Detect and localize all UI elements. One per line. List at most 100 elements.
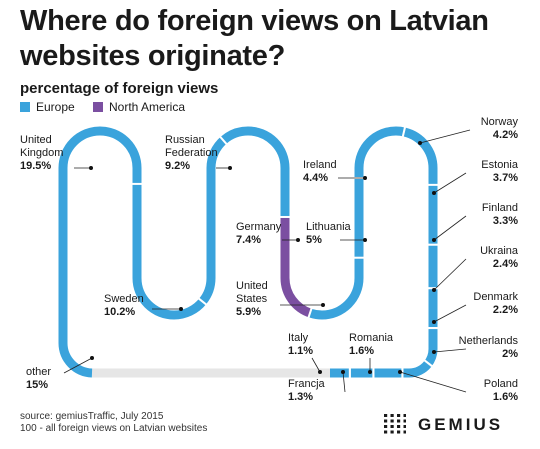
segment-united-kingdom [58, 126, 438, 378]
segment-germany [58, 126, 438, 378]
gemius-dot [403, 430, 406, 434]
label-value-russian-federation: 9.2% [165, 160, 191, 172]
gemius-dot [397, 430, 401, 434]
label-norway: Norway 4.2% [440, 116, 518, 142]
label-name-ireland: Ireland [303, 159, 337, 171]
legend-label-europe: Europe [36, 100, 75, 114]
label-netherlands: Netherlands 2% [440, 335, 518, 361]
segment-norway [58, 126, 438, 378]
chart-subtitle: percentage of foreign views [20, 80, 219, 97]
leader-dot-united-states [321, 303, 325, 307]
segment-separator [307, 306, 313, 319]
label-value-lithuania: 5% [306, 234, 322, 246]
leader-line-italy [311, 357, 321, 373]
leader-line-other [63, 357, 93, 374]
legend-item-north-america: North America [93, 100, 185, 114]
gemius-dot [390, 414, 394, 417]
label-name-denmark: Denmark [473, 291, 518, 303]
gemius-dot [397, 425, 401, 428]
segment-separator [197, 297, 208, 307]
label-name-united-states: United States [236, 280, 268, 305]
gemius-dots-icon [384, 414, 406, 434]
label-value-united-kingdom: 19.5% [20, 160, 52, 172]
leader-dot-other [90, 356, 94, 360]
label-name-francja: Francja [288, 378, 325, 390]
label-ireland: Ireland 4.4% [303, 159, 337, 185]
label-russian-federation: Russian Federation 9.2% [165, 134, 218, 173]
gemius-wordmark: GEMIUS [418, 415, 504, 434]
gemius-dot [390, 425, 394, 428]
leader-dot-united-kingdom [89, 166, 93, 170]
leader-dot-poland [398, 370, 402, 374]
label-francja: Francja 1.3% [288, 378, 325, 404]
leader-line-netherlands [433, 348, 467, 353]
label-name-united-kingdom: United Kingdom [20, 134, 64, 159]
label-value-romania: 1.6% [349, 345, 375, 357]
leader-line-finland [433, 215, 467, 241]
label-value-sweden: 10.2% [104, 306, 136, 318]
label-italy: Italy 1.1% [288, 332, 313, 358]
leader-dot-ireland [363, 176, 367, 180]
label-name-romania: Romania [349, 332, 394, 344]
gemius-dot [390, 430, 394, 434]
label-name-lithuania: Lithuania [306, 221, 351, 233]
label-united-kingdom: United Kingdom 19.5% [20, 134, 63, 173]
gemius-dot [384, 430, 388, 434]
leader-dot-denmark [432, 320, 436, 324]
label-finland: Finland 3.3% [440, 202, 518, 228]
leader-dot-italy [318, 370, 322, 374]
legend-label-north-america: North America [109, 100, 186, 114]
label-ukraina: Ukraina 2.4% [440, 245, 518, 271]
label-value-germany: 7.4% [236, 234, 262, 246]
leader-line-estonia [433, 172, 467, 194]
leader-line-norway [419, 129, 471, 144]
label-name-italy: Italy [288, 332, 309, 344]
label-germany: Germany 7.4% [236, 221, 281, 247]
leader-dot-francja [341, 370, 345, 374]
chart-title: Where do foreign views on Latvian websit… [20, 5, 489, 72]
leader-dot-finland [432, 238, 436, 242]
label-value-estonia: 3.7% [492, 172, 518, 184]
leader-dot-ukraina [432, 288, 436, 292]
legend-item-europe: Europe [20, 100, 75, 114]
label-value-francja: 1.3% [288, 391, 314, 403]
leader-dot-norway [418, 141, 422, 145]
leader-dot-lithuania [363, 238, 367, 242]
leader-dot-sweden [179, 307, 183, 311]
legend-swatch-europe [20, 102, 30, 112]
label-name-poland: Poland [483, 378, 518, 390]
label-name-other: other [26, 366, 52, 378]
segment-separator [218, 135, 229, 146]
label-other: other 15% [26, 366, 51, 392]
label-value-ireland: 4.4% [303, 172, 329, 184]
gemius-dot [390, 419, 394, 423]
label-lithuania: Lithuania 5% [306, 221, 351, 247]
gemius-dot [397, 419, 401, 423]
label-name-norway: Norway [480, 116, 518, 128]
gemius-dot [403, 419, 406, 423]
leader-dot-estonia [432, 191, 436, 195]
label-value-poland: 1.6% [492, 391, 518, 403]
label-value-united-states: 5.9% [236, 306, 262, 318]
label-name-netherlands: Netherlands [458, 335, 518, 347]
leader-line-denmark [433, 304, 467, 323]
gemius-dot [384, 414, 388, 417]
gemius-dot [384, 419, 388, 423]
label-estonia: Estonia 3.7% [440, 159, 518, 185]
label-denmark: Denmark 2.2% [440, 291, 518, 317]
label-value-norway: 4.2% [492, 129, 518, 141]
label-value-other: 15% [26, 379, 49, 391]
label-value-netherlands: 2% [502, 348, 518, 360]
gemius-dot [403, 414, 406, 417]
segment-separator [401, 125, 407, 138]
legend-swatch-north-america [93, 102, 103, 112]
label-sweden: Sweden 10.2% [104, 293, 144, 319]
leader-line-francja [342, 371, 346, 393]
label-value-finland: 3.3% [492, 215, 518, 227]
leader-dot-netherlands [432, 350, 436, 354]
source-note: source: gemiusTraffic, July 2015 100 - a… [20, 411, 207, 435]
gemius-dot [384, 425, 388, 428]
gemius-dot [397, 414, 401, 417]
leader-line-poland [399, 371, 467, 393]
